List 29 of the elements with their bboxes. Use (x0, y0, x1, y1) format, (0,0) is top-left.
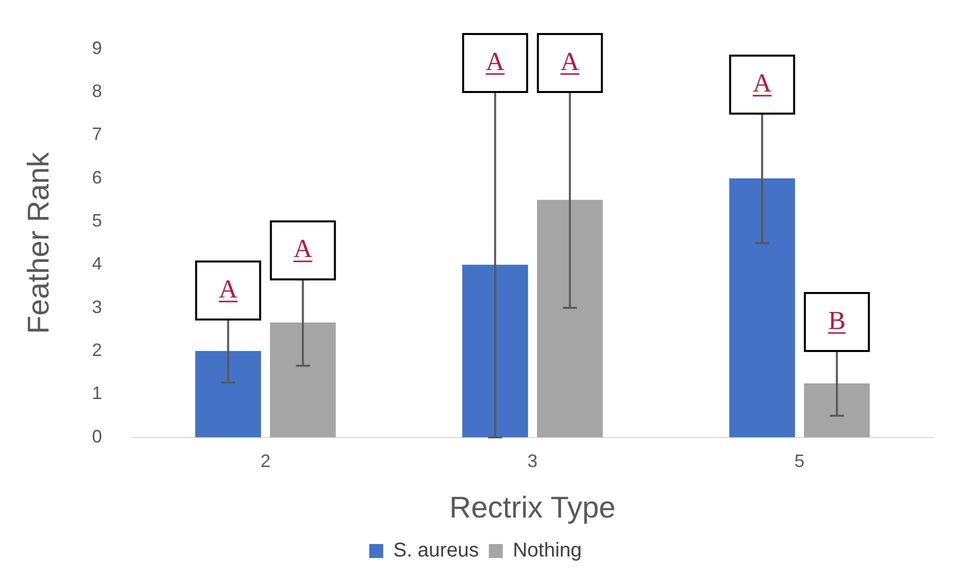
legend-label: S. aureus (393, 540, 479, 562)
y-tick-label: 2 (92, 340, 102, 360)
y-axis-title: Feather Rank (22, 151, 56, 334)
y-tick-label: 3 (92, 296, 102, 317)
annotation: A (294, 234, 312, 264)
y-tick-label: 5 (92, 210, 102, 230)
annotation: A (752, 68, 772, 98)
y-tick-label: 7 (92, 124, 102, 144)
y-tick-label: 6 (92, 167, 102, 188)
x-axis-title: Rectrix Type (449, 491, 616, 524)
bar (729, 178, 796, 438)
y-tick-label: 8 (92, 80, 102, 101)
x-tick-label: 5 (794, 451, 805, 472)
y-tick-label: 0 (92, 426, 102, 446)
x-tick-label: 2 (260, 451, 271, 472)
x-tick-label: 3 (528, 451, 538, 472)
bar (270, 322, 336, 438)
bar (536, 200, 603, 438)
bar (462, 264, 528, 438)
annotation: A (560, 46, 580, 76)
y-tick-label: 4 (92, 254, 102, 274)
annotation: A (218, 274, 238, 304)
y-tick-label: 1 (92, 383, 102, 404)
annotation: A (486, 46, 505, 76)
legend-label: Nothing (512, 540, 582, 562)
annotation: B (828, 306, 846, 335)
bar (195, 351, 262, 438)
bar (804, 383, 870, 438)
y-tick-label: 9 (92, 38, 102, 58)
